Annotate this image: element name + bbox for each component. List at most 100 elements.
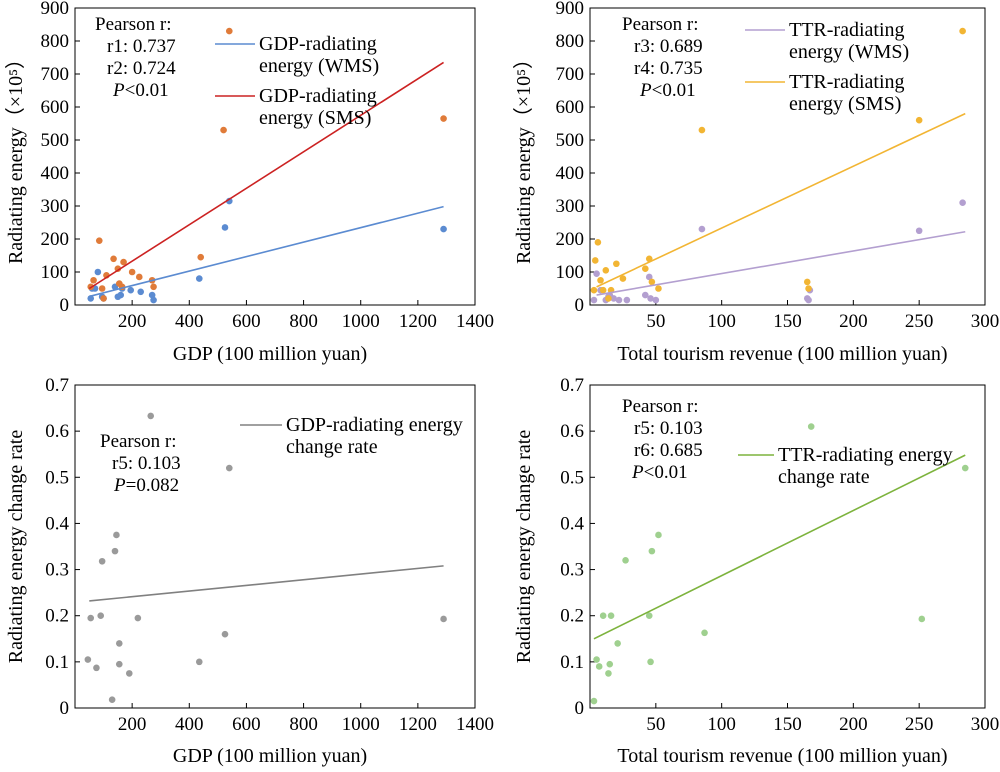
- x-tick-label: 600: [232, 714, 261, 735]
- chart-panel-3: 0 0.1 0.2 0.3 0.4 0.5 0.6 0.7 200 400 600 800 1000 12…: [5, 375, 494, 767]
- legend-entry: GDP-radiating energy (WMS): [215, 33, 379, 77]
- data-point: [590, 286, 598, 294]
- data-point: [645, 273, 653, 281]
- data-point: [915, 227, 923, 235]
- data-point: [655, 531, 662, 539]
- data-point: [590, 296, 598, 304]
- data-point: [93, 664, 100, 672]
- p-value-text: <0.01: [652, 80, 696, 101]
- data-point: [701, 629, 708, 637]
- chart-panel-2: 0 100 200 300 400 500 600 700 800 900 50 100 150 200 2…: [512, 0, 999, 365]
- x-tick-label: 50: [646, 311, 665, 332]
- y-tick-label: 500: [556, 130, 585, 151]
- data-point: [606, 660, 614, 668]
- data-point: [220, 126, 227, 134]
- p-symbol: P: [112, 80, 125, 101]
- fit-line: [596, 230, 966, 296]
- y-tick-label: 0.7: [560, 375, 584, 396]
- p-value: P<0.01: [631, 462, 688, 483]
- series-2: [590, 27, 966, 302]
- data-point: [599, 612, 607, 620]
- x-tick-label: 1400: [456, 311, 494, 332]
- data-point: [94, 268, 102, 276]
- data-point: [593, 270, 600, 277]
- data-point: [645, 612, 653, 620]
- p-symbol: P: [113, 475, 126, 496]
- data-point: [622, 557, 629, 564]
- x-tick-label: 150: [773, 714, 802, 735]
- x-tick-label: 400: [175, 311, 204, 332]
- data-point: [619, 275, 627, 282]
- data-point: [100, 295, 107, 302]
- y-tick-label: 0: [60, 698, 70, 719]
- stat-line: r4: 0.735: [634, 58, 703, 79]
- p-symbol: P: [639, 80, 652, 101]
- legend-entry: TTR-radiating energy (SMS): [745, 71, 905, 115]
- y-tick-label: 0.5: [45, 467, 69, 488]
- stat-line: Pearson r:: [100, 431, 177, 452]
- data-point: [698, 225, 706, 233]
- legend-entry: GDP-radiating energy (SMS): [215, 85, 377, 129]
- data-point: [87, 295, 95, 302]
- stat-line: Pearson r:: [622, 396, 699, 417]
- p-value-text: =0.082: [126, 475, 179, 496]
- data-point: [98, 285, 106, 292]
- data-point: [440, 115, 447, 122]
- legend-label: TTR-radiating energy (SMS): [789, 71, 905, 115]
- y-tick-label: 0.3: [45, 560, 69, 581]
- x-tick-label: 800: [289, 714, 318, 735]
- fit-line: [89, 205, 444, 298]
- data-point: [195, 658, 203, 666]
- data-point: [803, 278, 811, 286]
- x-tick-label: 200: [839, 714, 868, 735]
- y-tick-label: 0.6: [560, 421, 584, 442]
- stat-line: r2: 0.724: [107, 58, 176, 79]
- data-point: [918, 615, 926, 623]
- data-point: [652, 296, 660, 304]
- y-tick-label: 0.5: [560, 467, 584, 488]
- data-point: [137, 288, 145, 296]
- legend-label: GDP-radiating energy (WMS): [259, 33, 379, 77]
- data-point: [614, 640, 621, 647]
- p-symbol: P: [631, 462, 644, 483]
- data-point: [111, 547, 119, 555]
- y-tick-label: 400: [41, 163, 70, 184]
- data-point: [108, 696, 116, 703]
- y-tick-label: 0.7: [45, 375, 69, 396]
- stat-line: r5: 0.103: [112, 453, 181, 474]
- data-point: [440, 615, 447, 623]
- y-tick-label: 100: [41, 262, 70, 283]
- data-point: [961, 464, 969, 472]
- x-tick-label: 600: [232, 311, 261, 332]
- y-tick-label: 400: [556, 163, 585, 184]
- fit-line: [89, 565, 444, 602]
- data-point: [221, 224, 229, 231]
- data-point: [150, 296, 157, 304]
- y-tick-label: 0.4: [560, 513, 584, 534]
- y-tick-label: 0.1: [45, 652, 69, 673]
- data-point: [87, 614, 95, 622]
- data-point: [607, 612, 615, 620]
- plot-frame: [74, 384, 476, 709]
- series-1: [87, 197, 447, 304]
- data-point: [594, 239, 602, 246]
- x-tick-label: 300: [971, 311, 1000, 332]
- y-tick-label: 0: [575, 295, 585, 316]
- data-point: [605, 295, 612, 302]
- data-point: [642, 265, 649, 273]
- x-tick-label: 1400: [456, 714, 494, 735]
- data-point: [591, 257, 599, 264]
- y-axis-label: Radiating energy（×10⁵）: [512, 49, 535, 264]
- p-value: P<0.01: [112, 80, 169, 101]
- y-tick-label: 200: [41, 229, 70, 250]
- data-point: [597, 276, 604, 284]
- data-point: [134, 614, 142, 622]
- data-point: [959, 199, 966, 206]
- x-tick-label: 100: [707, 714, 736, 735]
- data-point: [805, 296, 812, 304]
- data-point: [147, 412, 155, 420]
- data-point: [807, 423, 815, 430]
